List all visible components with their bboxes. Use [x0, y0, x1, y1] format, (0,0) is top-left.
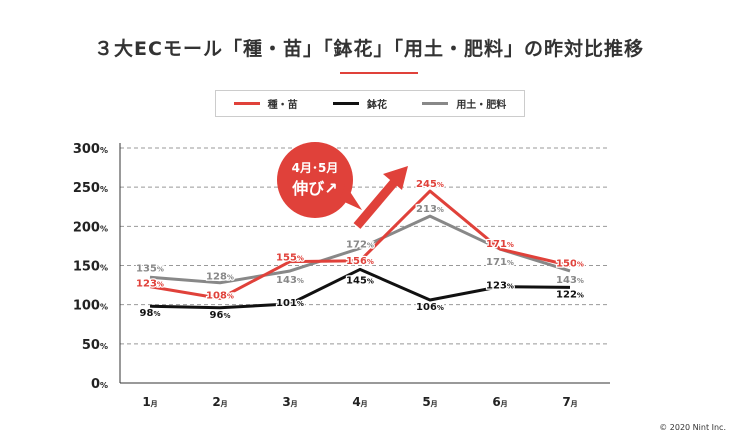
data-label: 101%: [276, 298, 304, 309]
chart-title: ３大ECモール「種・苗」「鉢花」「用土・肥料」の昨対比推移: [94, 38, 644, 60]
growth-arrow-head: [383, 166, 408, 190]
y-tick-label: 150%: [73, 260, 108, 275]
data-label: 106%: [416, 302, 444, 313]
growth-arrow-shaft: [353, 177, 400, 229]
legend-label: 用土・肥料: [456, 100, 507, 111]
x-tick-label: 5月: [422, 395, 437, 409]
data-label: 135%: [136, 263, 164, 274]
legend-item-soil-fertilizer: 用土・肥料: [422, 96, 506, 111]
data-label: 145%: [346, 275, 374, 286]
legend-swatch: [422, 102, 449, 105]
y-tick-label: 0%: [91, 377, 108, 392]
x-tick-label: 2月: [212, 395, 227, 409]
y-tick-label: 50%: [82, 338, 108, 353]
data-label: 123%: [486, 281, 514, 292]
legend-swatch: [233, 102, 260, 105]
data-label: 143%: [276, 275, 304, 286]
y-tick-label: 300%: [73, 142, 108, 157]
callout-bubble: [277, 142, 353, 218]
data-label: 123%: [136, 279, 164, 290]
series-line-0: [149, 189, 571, 300]
legend-label: 種・苗: [267, 100, 298, 111]
title-underline: [340, 72, 418, 74]
data-label: 213%: [416, 204, 444, 215]
x-tick-label: 3月: [282, 395, 297, 409]
legend-item-seeds: 種・苗: [233, 96, 298, 111]
series-line-1: [149, 267, 571, 310]
data-label: 128%: [206, 272, 234, 283]
legend-item-potted-flowers: 鉢花: [332, 96, 387, 111]
x-tick-label: 7月: [562, 395, 577, 409]
y-tick-label: 250%: [73, 181, 108, 196]
callout-tail: [340, 184, 362, 210]
callout-line2: 伸び↗: [291, 179, 337, 198]
copyright: © 2020 Nint Inc.: [659, 423, 726, 432]
data-label: 155%: [276, 253, 304, 264]
x-tick-label: 6月: [492, 395, 507, 409]
data-label: 245%: [416, 179, 444, 190]
data-label: 122%: [556, 289, 584, 300]
y-tick-label: 100%: [73, 299, 108, 314]
data-label: 98%: [140, 308, 161, 319]
y-tick-label: 200%: [73, 220, 108, 235]
callout-line1: 4月･5月: [292, 161, 339, 175]
x-tick-label: 4月: [352, 395, 367, 409]
data-label: 150%: [556, 259, 584, 270]
data-label: 172%: [346, 239, 374, 250]
data-label: 108%: [206, 290, 234, 301]
data-label: 171%: [486, 257, 514, 268]
legend-swatch: [332, 102, 359, 105]
data-label: 171%: [486, 239, 514, 250]
data-label: 143%: [556, 275, 584, 286]
data-label: 96%: [210, 310, 231, 321]
x-tick-label: 1月: [142, 395, 157, 409]
legend-label: 鉢花: [366, 100, 387, 111]
legend: 種・苗 鉢花 用土・肥料: [215, 90, 525, 117]
data-label: 156%: [346, 256, 374, 267]
